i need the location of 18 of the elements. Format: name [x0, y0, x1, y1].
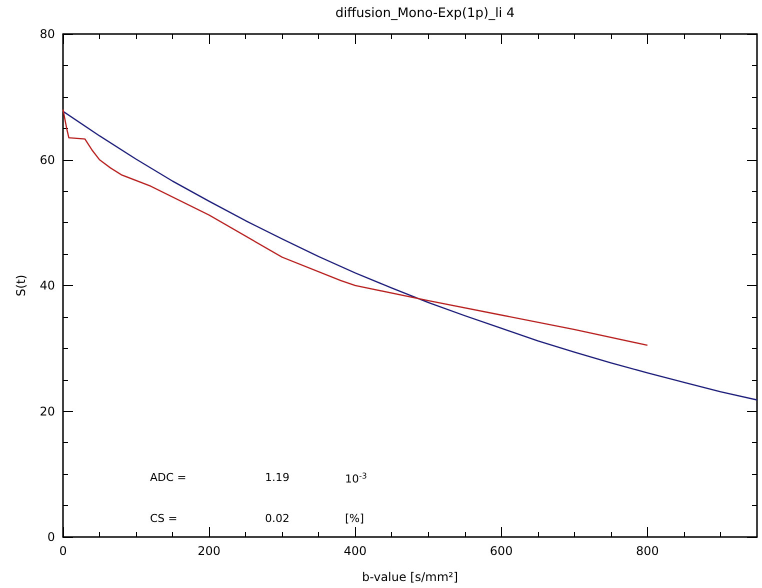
annotation: 0.02	[265, 512, 290, 525]
chart-title: diffusion_Mono-Exp(1p)_li 4	[335, 6, 515, 21]
y-tick-label: 0	[47, 530, 55, 544]
x-tick-label: 0	[59, 544, 67, 558]
y-tick-label: 40	[40, 278, 55, 292]
annotation: [%]	[345, 512, 364, 525]
y-tick-label: 60	[40, 152, 55, 167]
annotation: 1.19	[265, 471, 290, 484]
x-tick-label: 600	[490, 544, 513, 558]
y-axis-title: S(t)	[14, 274, 28, 296]
y-tick-label: 80	[40, 27, 55, 41]
annotation: CS =	[150, 512, 178, 525]
annotation: ADC =	[150, 471, 186, 484]
x-tick-label: 800	[636, 544, 659, 558]
y-tick-label: 20	[40, 404, 55, 418]
x-axis-title: b-value [s/mm²]	[362, 570, 458, 584]
x-tick-label: 200	[198, 544, 221, 558]
x-tick-label: 400	[344, 544, 367, 558]
